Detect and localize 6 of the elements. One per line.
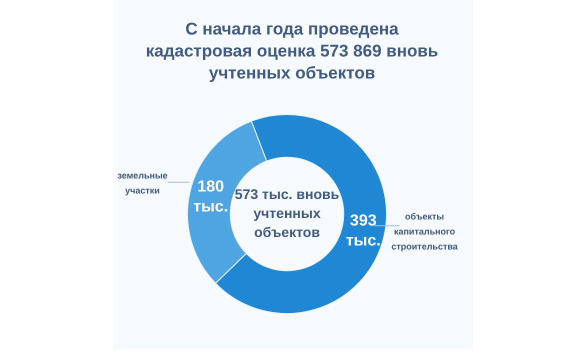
text: 573 тыс. вновь учтенных объектов [234, 186, 340, 240]
chart-title: С начала года проведена кадастровая оценка 573 869 вновь учтенных объектов [146, 20, 438, 83]
slice-label: земельные участки [117, 170, 168, 196]
data-label: 180 тыс. [193, 178, 228, 216]
slice-label: объекты капитального строительства [391, 211, 459, 252]
data-label: 393 тыс. [346, 212, 381, 250]
